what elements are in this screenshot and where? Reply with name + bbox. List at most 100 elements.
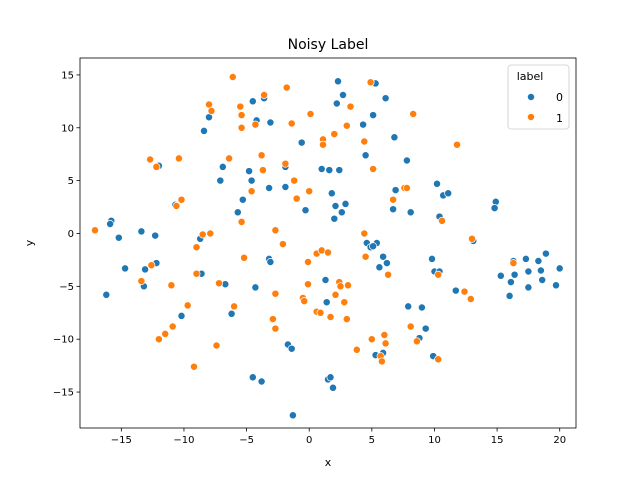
point-label-1-12	[154, 335, 163, 344]
point-label-0-18	[233, 208, 242, 217]
point-label-0-19	[238, 195, 247, 204]
point-label-1-0	[91, 226, 99, 235]
point-label-0-41	[301, 206, 310, 215]
y-tick-label: −5	[59, 282, 74, 293]
point-label-0-42	[317, 165, 326, 173]
point-label-1-24	[237, 217, 246, 226]
point-label-1-49	[306, 110, 315, 118]
point-label-0-46	[330, 214, 339, 223]
point-label-1-80	[389, 195, 398, 204]
point-label-1-63	[340, 298, 349, 307]
point-label-0-51	[341, 199, 350, 208]
point-label-1-62	[336, 282, 345, 291]
point-label-1-32	[260, 91, 269, 99]
point-label-0-101	[534, 257, 543, 265]
point-label-1-85	[412, 337, 421, 346]
point-label-1-42	[287, 119, 296, 128]
point-label-0-29	[265, 184, 274, 192]
point-label-1-29	[237, 111, 246, 120]
point-label-1-47	[304, 258, 312, 266]
point-label-1-91	[468, 234, 476, 243]
point-label-0-102	[536, 266, 545, 275]
point-label-0-98	[521, 254, 530, 263]
x-tick-label: 0	[306, 435, 312, 446]
point-label-1-17	[206, 229, 215, 238]
point-label-0-48	[334, 77, 342, 86]
point-label-0-104	[541, 249, 550, 258]
x-tick-label: −10	[173, 435, 194, 446]
point-label-1-76	[377, 357, 386, 366]
y-tick-label: 15	[61, 70, 74, 81]
axes-frame	[79, 57, 577, 429]
point-label-1-2	[147, 261, 156, 270]
point-label-0-72	[382, 259, 391, 268]
x-tick-label: 10	[428, 435, 441, 446]
point-label-0-16	[216, 176, 225, 185]
point-label-1-3	[146, 155, 155, 164]
point-label-0-24	[247, 176, 256, 185]
point-label-0-99	[524, 267, 533, 276]
point-label-1-83	[406, 322, 415, 331]
x-tick-label: −5	[239, 435, 254, 446]
point-label-1-58	[326, 313, 335, 321]
point-label-0-100	[524, 283, 533, 292]
point-label-0-105	[552, 281, 560, 290]
point-label-0-94	[506, 278, 515, 287]
point-label-0-84	[433, 179, 441, 188]
point-label-1-40	[281, 159, 290, 168]
point-label-0-7	[141, 265, 150, 274]
point-label-0-2	[114, 233, 123, 242]
point-label-0-53	[322, 298, 331, 307]
point-label-0-59	[361, 151, 370, 160]
legend: label 0 1	[507, 64, 570, 130]
point-label-1-78	[381, 339, 390, 348]
point-label-1-67	[346, 102, 355, 111]
point-label-0-87	[444, 189, 453, 198]
point-label-0-31	[266, 258, 275, 266]
point-label-0-45	[331, 202, 340, 210]
point-label-1-82	[402, 184, 411, 192]
point-label-0-75	[402, 156, 411, 165]
point-label-1-34	[258, 166, 267, 175]
y-tick-label: 0	[68, 229, 74, 240]
point-label-1-44	[292, 194, 301, 203]
point-label-1-23	[230, 302, 239, 311]
point-label-1-19	[207, 106, 216, 115]
point-label-0-93	[496, 271, 505, 280]
legend-marker-1	[527, 113, 535, 121]
point-label-1-27	[237, 123, 246, 132]
point-label-0-92	[490, 204, 499, 213]
legend-marker-0	[527, 93, 535, 101]
point-label-1-66	[344, 281, 352, 290]
y-axis: −15 −10 −5 0 5 10 15	[53, 70, 80, 399]
point-label-0-39	[288, 411, 297, 420]
point-label-0-60	[369, 111, 378, 120]
point-label-0-97	[510, 270, 519, 279]
point-label-1-92	[466, 295, 475, 303]
point-label-1-89	[453, 140, 461, 149]
point-label-0-49	[332, 99, 341, 108]
point-label-1-10	[168, 322, 177, 331]
point-label-1-84	[409, 110, 418, 118]
point-label-0-28	[266, 118, 275, 127]
point-label-0-79	[417, 303, 426, 312]
point-label-0-17	[218, 162, 227, 171]
point-label-1-48	[304, 280, 312, 289]
point-label-0-63	[390, 133, 399, 142]
point-label-1-28	[228, 73, 237, 81]
point-label-1-43	[290, 176, 299, 185]
point-label-1-16	[198, 230, 207, 239]
chart-title: Noisy Label	[288, 37, 369, 53]
point-label-0-52	[321, 276, 330, 284]
point-label-0-68	[369, 242, 378, 251]
point-label-1-50	[305, 187, 314, 196]
point-label-0-91	[491, 197, 500, 206]
point-label-0-74	[391, 186, 400, 195]
point-label-0-23	[245, 167, 254, 176]
point-label-0-67	[375, 263, 384, 272]
x-axis-label: x	[325, 456, 332, 469]
point-label-1-56	[319, 140, 327, 149]
point-label-1-71	[361, 252, 370, 261]
point-label-1-31	[251, 120, 260, 129]
legend-title: label	[517, 70, 544, 83]
